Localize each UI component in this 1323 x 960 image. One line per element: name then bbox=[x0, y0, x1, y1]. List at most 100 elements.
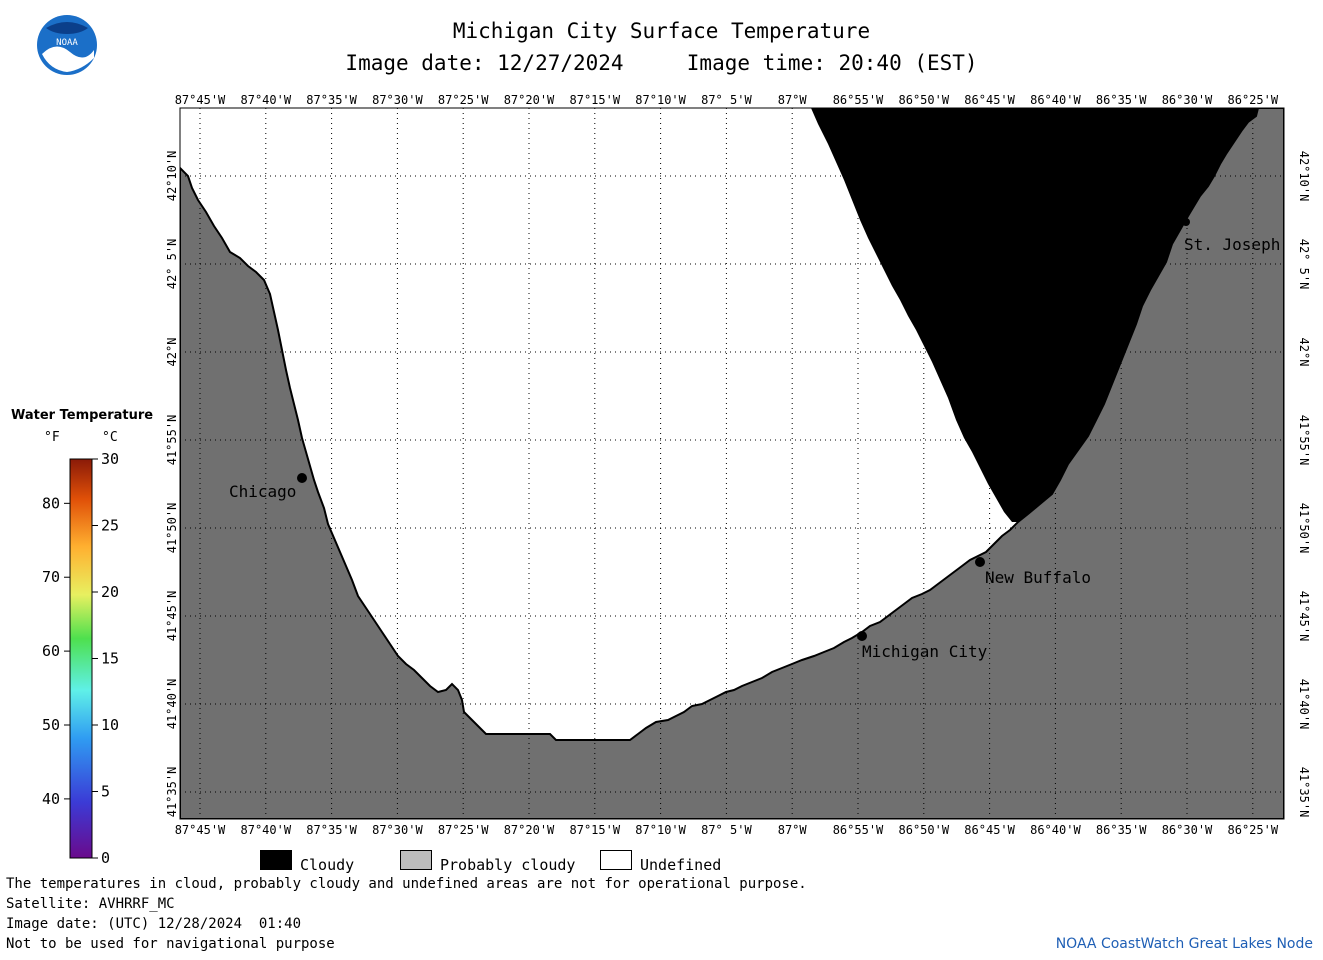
colorbar-title: Water Temperature bbox=[11, 408, 154, 423]
longitude-label-bottom: 87°15'W bbox=[570, 823, 621, 837]
latitude-label-right: 42° 5'N bbox=[1297, 239, 1311, 290]
colorbar-c-ticks: 0 5 10 15 20 25 30 bbox=[92, 450, 119, 867]
colorbar-c-tick-label: 20 bbox=[101, 583, 119, 601]
longitude-labels-bottom: 87°45'W 87°40'W 87°35'W 87°30'W 87°25'W 87°20… bbox=[175, 823, 1279, 837]
longitude-label-top: 86°55'W bbox=[833, 93, 884, 107]
colorbar-gradient bbox=[69, 458, 93, 859]
footer-utc-date: Image date: (UTC) 12/28/2024 01:40 bbox=[6, 916, 302, 932]
colorbar-f-tick-label: 50 bbox=[42, 716, 60, 734]
longitude-label-top: 87°30'W bbox=[372, 93, 423, 107]
longitude-label-top: 87°10'W bbox=[635, 93, 686, 107]
cloud-area bbox=[811, 108, 1258, 522]
city-label: St. Joseph bbox=[1184, 235, 1280, 254]
latitude-label-left: 41°40'N bbox=[165, 679, 179, 730]
city-label: Michigan City bbox=[862, 642, 988, 661]
city-label: Chicago bbox=[229, 482, 296, 501]
colorbar-c-tick-label: 25 bbox=[101, 517, 119, 535]
longitude-label-bottom: 86°50'W bbox=[899, 823, 950, 837]
longitude-label-bottom: 87°30'W bbox=[372, 823, 423, 837]
latitude-label-right: 41°40'N bbox=[1297, 679, 1311, 730]
latitude-label-right: 41°45'N bbox=[1297, 591, 1311, 642]
key-undefined-swatch bbox=[600, 850, 632, 870]
key-cloudy-label: Cloudy bbox=[300, 856, 355, 874]
longitude-label-bottom: 86°25'W bbox=[1228, 823, 1279, 837]
longitude-label-bottom: 87°20'W bbox=[504, 823, 555, 837]
longitude-label-top: 87°W bbox=[778, 93, 808, 107]
key-probably-cloudy-label: Probably cloudy bbox=[440, 856, 576, 874]
latitude-label-left: 41°50'N bbox=[165, 503, 179, 554]
latitude-label-right: 41°50'N bbox=[1297, 503, 1311, 554]
city-label: New Buffalo bbox=[985, 568, 1091, 587]
key-probably-cloudy-swatch bbox=[400, 850, 432, 870]
longitude-label-bottom: 87°W bbox=[778, 823, 808, 837]
map-frame bbox=[179, 107, 1285, 820]
footer-credit: NOAA CoastWatch Great Lakes Node bbox=[1055, 936, 1313, 952]
colorbar-unit-f: °F bbox=[44, 430, 60, 445]
colorbar-f-tick-label: 60 bbox=[42, 642, 60, 660]
colorbar-f-tick-label: 80 bbox=[42, 494, 60, 512]
city-st-joseph: St. Joseph bbox=[1182, 218, 1280, 254]
latitude-label-left: 42°10'N bbox=[165, 151, 179, 202]
latitude-label-left: 42°N bbox=[165, 338, 179, 367]
longitude-label-bottom: 86°45'W bbox=[964, 823, 1015, 837]
city-chicago: Chicago bbox=[229, 473, 307, 501]
noaa-logo: NOAA bbox=[37, 15, 97, 75]
longitude-label-bottom: 87°45'W bbox=[175, 823, 226, 837]
longitude-label-bottom: 86°30'W bbox=[1162, 823, 1213, 837]
latitude-label-left: 41°45'N bbox=[165, 591, 179, 642]
colorbar-c-tick-label: 5 bbox=[101, 783, 110, 801]
colorbar-c-tick-label: 15 bbox=[101, 650, 119, 668]
latitude-labels-left: 42°10'N 42° 5'N 42°N 41°55'N 41°50'N 41°45'N 4… bbox=[165, 151, 179, 818]
land-area bbox=[180, 108, 1284, 819]
footer-disclaimer: The temperatures in cloud, probably clou… bbox=[6, 876, 807, 892]
colorbar: 40 50 60 70 80 0 5 10 15 20 25 30 bbox=[42, 450, 119, 867]
colorbar-c-tick-label: 30 bbox=[101, 450, 119, 468]
longitude-label-bottom: 86°40'W bbox=[1030, 823, 1081, 837]
longitude-label-top: 86°45'W bbox=[964, 93, 1015, 107]
longitude-label-bottom: 87°25'W bbox=[438, 823, 489, 837]
colorbar-f-tick-label: 70 bbox=[42, 568, 60, 586]
latitude-label-left: 41°35'N bbox=[165, 767, 179, 818]
longitude-label-top: 87° 5'W bbox=[701, 93, 752, 107]
colorbar-f-ticks: 40 50 60 70 80 bbox=[42, 494, 70, 808]
longitude-label-top: 86°50'W bbox=[899, 93, 950, 107]
latitude-labels-right: 42°10'N 42° 5'N 42°N 41°55'N 41°50'N 41°45'N 4… bbox=[1297, 151, 1311, 818]
longitude-label-top: 87°20'W bbox=[504, 93, 555, 107]
latitude-label-left: 42° 5'N bbox=[165, 239, 179, 290]
footer-navigation-warning: Not to be used for navigational purpose bbox=[6, 936, 335, 952]
latitude-label-right: 42°N bbox=[1297, 338, 1311, 367]
key-cloudy-swatch bbox=[260, 850, 292, 870]
colorbar-f-tick-label: 40 bbox=[42, 790, 60, 808]
longitude-label-bottom: 87° 5'W bbox=[701, 823, 752, 837]
longitude-label-bottom: 87°10'W bbox=[635, 823, 686, 837]
latitude-label-left: 41°55'N bbox=[165, 415, 179, 466]
longitude-label-top: 86°30'W bbox=[1162, 93, 1213, 107]
longitude-label-top: 87°40'W bbox=[241, 93, 292, 107]
longitude-label-top: 86°35'W bbox=[1096, 93, 1147, 107]
longitude-label-bottom: 86°55'W bbox=[833, 823, 884, 837]
longitude-label-top: 87°35'W bbox=[306, 93, 357, 107]
page-subtitle: Image date: 12/27/2024 Image time: 20:40… bbox=[345, 51, 978, 75]
colorbar-c-tick-label: 0 bbox=[101, 849, 110, 867]
colorbar-c-tick-label: 10 bbox=[101, 716, 119, 734]
longitude-label-top: 87°25'W bbox=[438, 93, 489, 107]
colorbar-unit-c: °C bbox=[102, 430, 118, 445]
graticule bbox=[180, 108, 1284, 819]
key-undefined-label: Undefined bbox=[640, 856, 722, 874]
longitude-label-top: 86°40'W bbox=[1030, 93, 1081, 107]
footer-satellite: Satellite: AVHRRF_MC bbox=[6, 896, 175, 912]
page-title: Michigan City Surface Temperature bbox=[452, 19, 871, 43]
longitude-label-bottom: 86°35'W bbox=[1096, 823, 1147, 837]
longitude-label-bottom: 87°35'W bbox=[306, 823, 357, 837]
longitude-labels-top: 87°45'W 87°40'W 87°35'W 87°30'W 87°25'W 87°20… bbox=[175, 93, 1279, 107]
latitude-label-right: 42°10'N bbox=[1297, 151, 1311, 202]
noaa-logo-text: NOAA bbox=[56, 38, 78, 48]
city-new-buffalo: New Buffalo bbox=[975, 557, 1091, 587]
longitude-label-top: 87°15'W bbox=[570, 93, 621, 107]
longitude-label-top: 87°45'W bbox=[175, 93, 226, 107]
city-michigan-city: Michigan City bbox=[857, 631, 988, 661]
longitude-label-bottom: 87°40'W bbox=[241, 823, 292, 837]
latitude-label-right: 41°55'N bbox=[1297, 415, 1311, 466]
latitude-label-right: 41°35'N bbox=[1297, 767, 1311, 818]
